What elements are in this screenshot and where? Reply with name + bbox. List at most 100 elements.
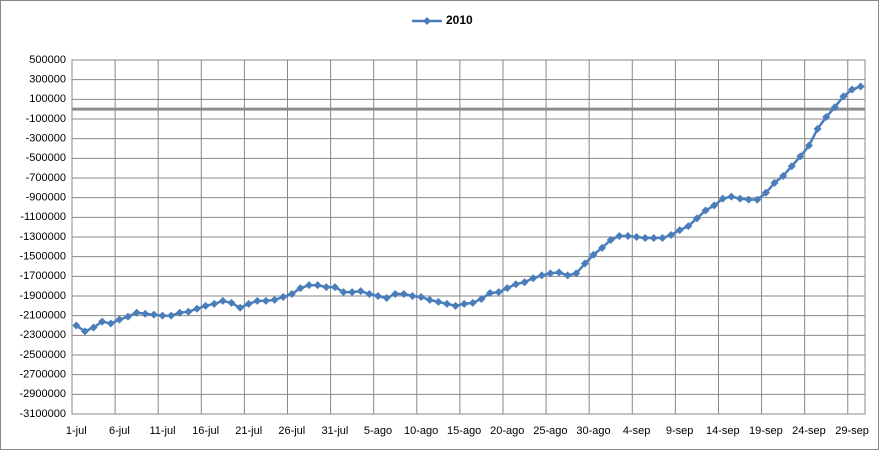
data-point bbox=[417, 292, 426, 301]
data-point bbox=[382, 293, 391, 302]
data-point bbox=[477, 294, 486, 303]
data-point bbox=[641, 233, 650, 242]
data-point bbox=[598, 243, 607, 252]
data-point bbox=[115, 315, 124, 324]
data-point bbox=[425, 295, 434, 304]
x-tick-label: 14-sep bbox=[706, 425, 740, 437]
x-tick-label: 4-sep bbox=[623, 425, 651, 437]
data-point bbox=[675, 226, 684, 235]
data-point bbox=[192, 304, 201, 313]
data-point bbox=[373, 292, 382, 300]
x-tick-label: 20-ago bbox=[490, 425, 524, 437]
data-point bbox=[106, 319, 115, 328]
y-tick-label: -1900000 bbox=[20, 290, 67, 302]
y-tick-label: -2100000 bbox=[20, 310, 67, 322]
data-point bbox=[141, 309, 150, 318]
data-point bbox=[253, 296, 262, 305]
y-tick-label: -500000 bbox=[26, 152, 66, 164]
x-tick-label: 11-jul bbox=[149, 425, 175, 437]
data-point bbox=[305, 281, 314, 290]
data-point bbox=[365, 290, 374, 299]
data-point bbox=[339, 288, 348, 297]
y-tick-label: 100000 bbox=[29, 93, 66, 105]
data-point bbox=[72, 321, 81, 330]
y-tick-label: -2300000 bbox=[20, 329, 67, 341]
data-point bbox=[227, 298, 236, 307]
x-tick-label: 16-jul bbox=[192, 425, 219, 437]
x-tick-label: 24-sep bbox=[792, 425, 826, 437]
data-point bbox=[279, 292, 288, 301]
x-tick-label: 6-jul bbox=[109, 425, 130, 437]
data-point bbox=[632, 233, 641, 241]
data-point bbox=[770, 178, 779, 187]
data-point bbox=[218, 296, 227, 305]
data-point bbox=[649, 233, 658, 242]
y-tick-label: -100000 bbox=[26, 113, 66, 125]
data-point bbox=[408, 292, 417, 300]
data-point bbox=[261, 296, 270, 305]
y-tick-label: -2900000 bbox=[20, 388, 67, 400]
data-point bbox=[80, 327, 89, 336]
x-tick-label: 9-sep bbox=[666, 425, 694, 437]
data-point bbox=[718, 194, 727, 203]
data-point bbox=[399, 290, 408, 299]
data-point bbox=[589, 250, 598, 259]
data-point bbox=[322, 283, 331, 292]
data-point bbox=[761, 188, 770, 197]
data-point bbox=[511, 280, 520, 289]
data-point bbox=[244, 299, 253, 308]
data-point bbox=[184, 307, 193, 316]
data-point bbox=[330, 283, 339, 292]
data-point bbox=[98, 317, 107, 326]
x-tick-label: 30-ago bbox=[576, 425, 610, 437]
data-point bbox=[391, 290, 400, 299]
y-tick-label: 500000 bbox=[29, 54, 66, 66]
data-point bbox=[167, 311, 176, 320]
data-point bbox=[787, 162, 796, 171]
data-point bbox=[175, 308, 184, 317]
data-point bbox=[486, 289, 495, 298]
data-point bbox=[442, 299, 451, 308]
data-point bbox=[313, 281, 322, 290]
data-point bbox=[572, 269, 581, 278]
data-point bbox=[667, 231, 676, 240]
y-tick-label: -3100000 bbox=[20, 408, 67, 420]
y-tick-label: 300000 bbox=[29, 74, 66, 86]
data-point bbox=[710, 201, 719, 210]
data-point bbox=[468, 298, 477, 307]
data-point bbox=[546, 269, 555, 278]
data-point bbox=[692, 214, 701, 223]
data-point bbox=[529, 274, 538, 283]
data-point bbox=[580, 259, 589, 268]
data-point bbox=[839, 92, 848, 101]
y-tick-label: -900000 bbox=[26, 192, 66, 204]
data-point bbox=[520, 278, 529, 287]
data-point bbox=[89, 323, 98, 332]
data-point bbox=[236, 303, 245, 312]
data-point bbox=[460, 299, 469, 308]
y-tick-label: -1300000 bbox=[20, 231, 67, 243]
data-point bbox=[296, 284, 305, 293]
y-tick-label: -300000 bbox=[26, 133, 66, 145]
x-tick-label: 10-ago bbox=[404, 425, 438, 437]
data-point bbox=[830, 103, 839, 112]
plot-border bbox=[71, 59, 866, 415]
data-point bbox=[796, 152, 805, 161]
data-point bbox=[124, 312, 133, 321]
data-point bbox=[503, 284, 512, 293]
data-point bbox=[434, 297, 443, 306]
data-point bbox=[822, 113, 831, 122]
x-tick-label: 31-jul bbox=[321, 425, 348, 437]
data-point bbox=[149, 310, 158, 319]
data-point bbox=[287, 290, 296, 299]
y-tick-label: -1100000 bbox=[20, 211, 66, 223]
x-tick-label: 19-sep bbox=[749, 425, 783, 437]
x-tick-label: 29-sep bbox=[835, 425, 869, 437]
data-point bbox=[848, 85, 857, 94]
data-point bbox=[615, 232, 624, 241]
data-point bbox=[201, 301, 210, 310]
data-point bbox=[658, 233, 667, 242]
data-point bbox=[537, 271, 546, 280]
